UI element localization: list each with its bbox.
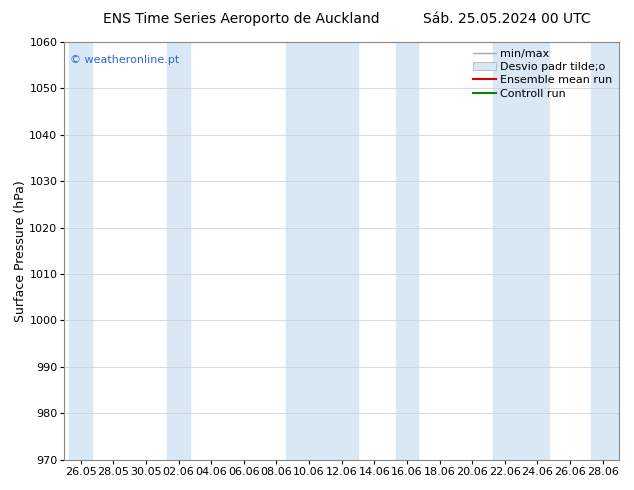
Bar	[69, 42, 92, 460]
Bar	[396, 42, 418, 460]
Bar	[592, 42, 619, 460]
Text: ENS Time Series Aeroporto de Auckland: ENS Time Series Aeroporto de Auckland	[103, 12, 379, 26]
Legend: min/max, Desvio padr tilde;o, Ensemble mean run, Controll run: min/max, Desvio padr tilde;o, Ensemble m…	[469, 44, 617, 103]
Bar	[286, 42, 358, 460]
Text: © weatheronline.pt: © weatheronline.pt	[70, 54, 179, 65]
Bar	[493, 42, 549, 460]
Y-axis label: Surface Pressure (hPa): Surface Pressure (hPa)	[13, 180, 27, 321]
Text: Sáb. 25.05.2024 00 UTC: Sáb. 25.05.2024 00 UTC	[424, 12, 591, 26]
Bar	[167, 42, 190, 460]
